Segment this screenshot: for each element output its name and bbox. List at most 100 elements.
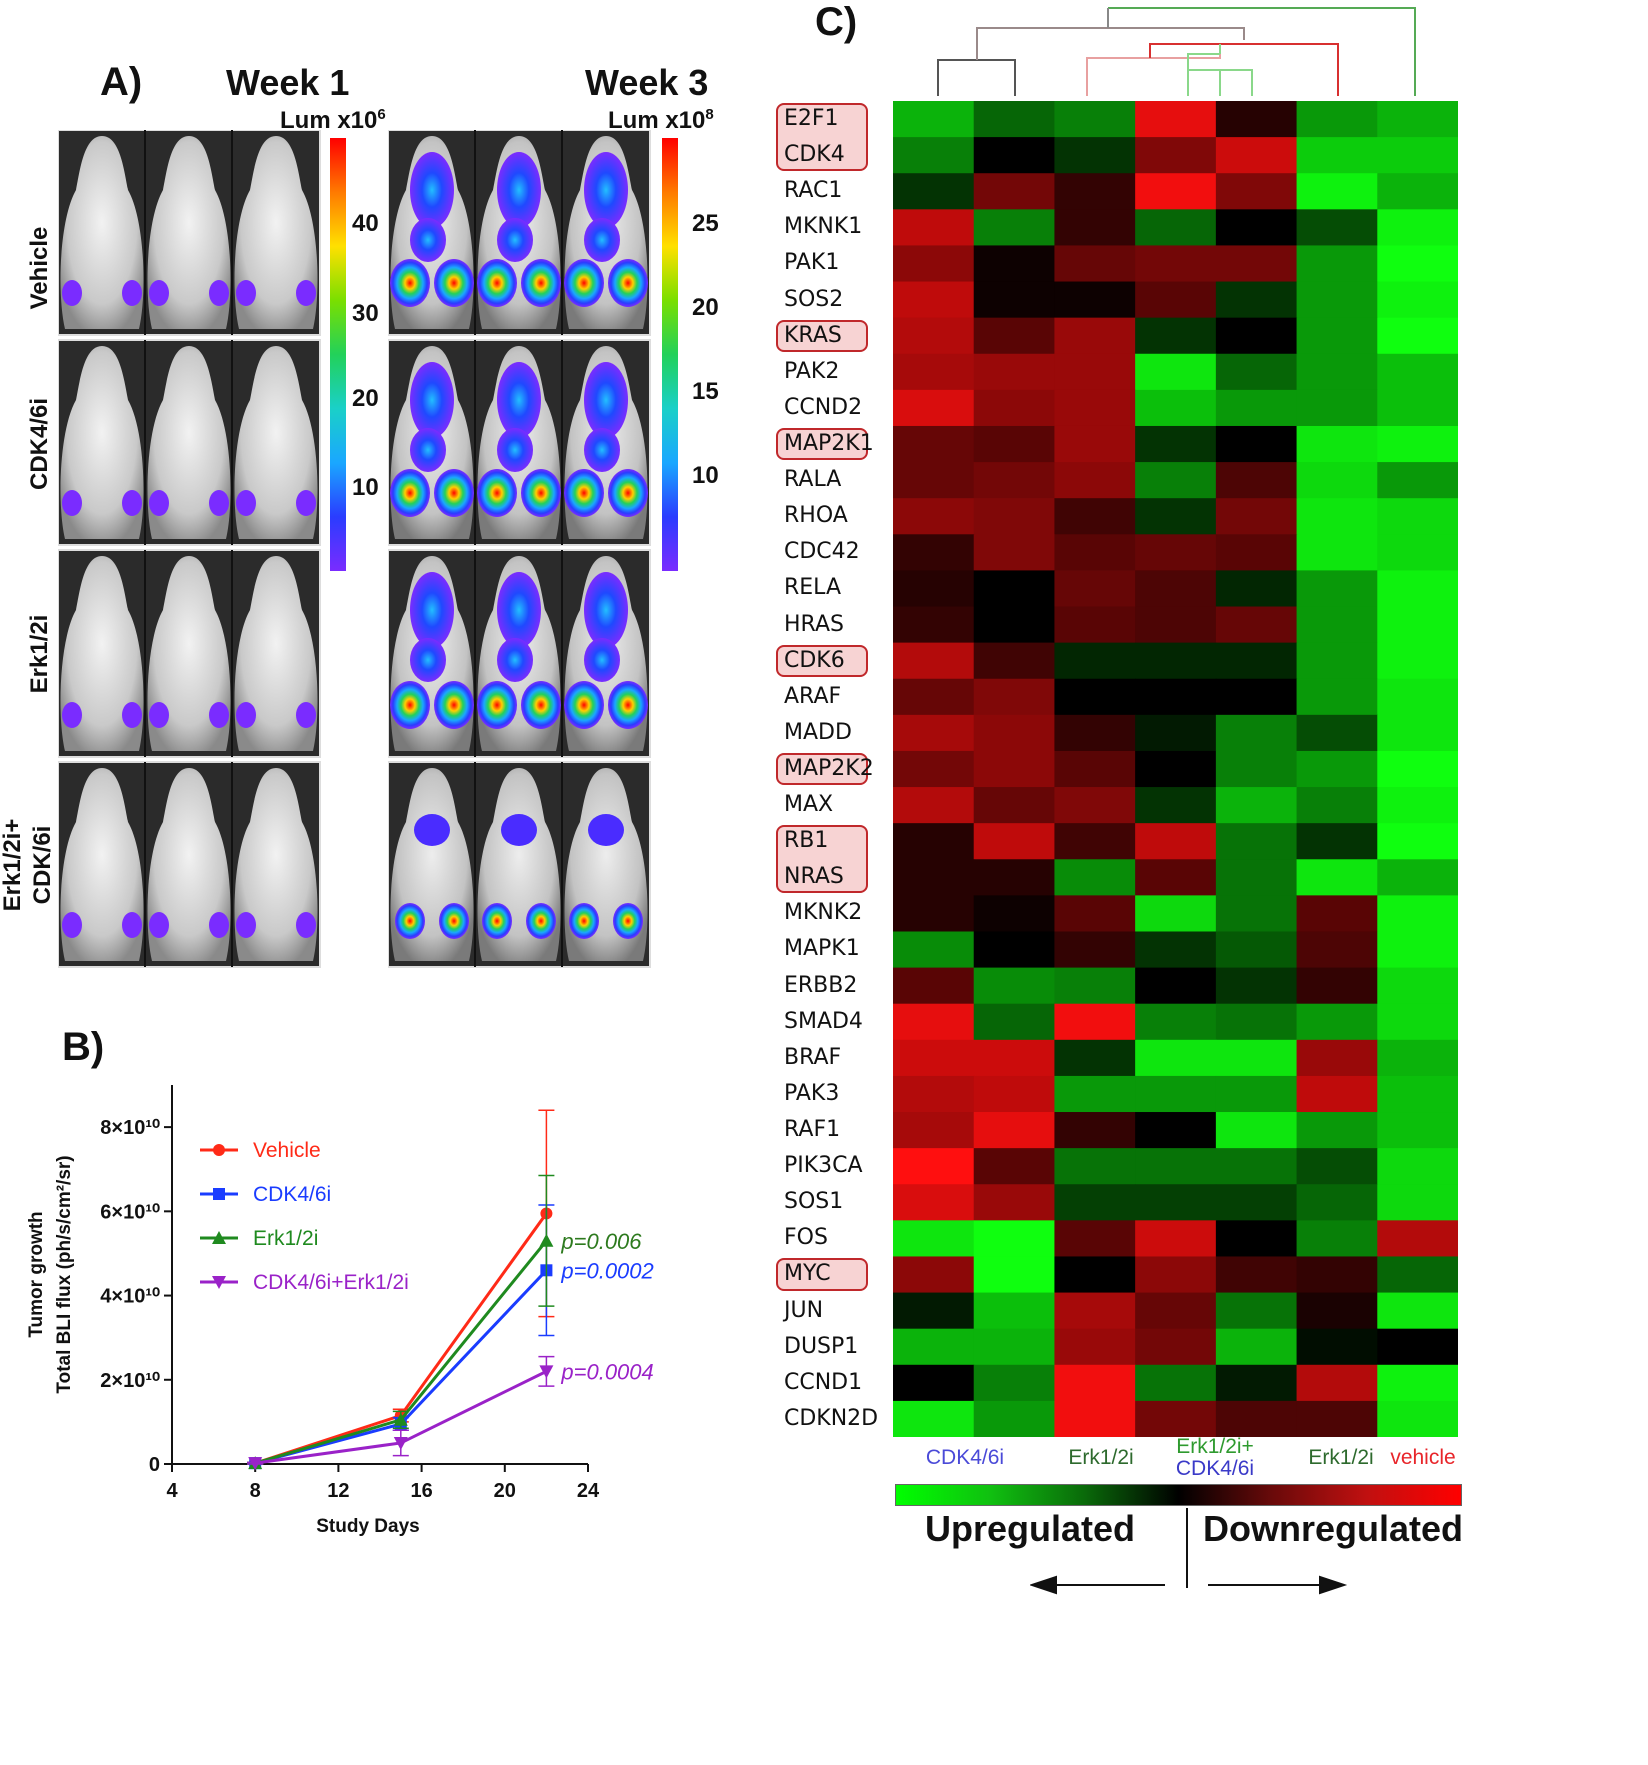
x-tick-label: 12 bbox=[327, 1480, 349, 1502]
heatmap-cell bbox=[1215, 606, 1298, 644]
heatmap-cell bbox=[1377, 1075, 1458, 1113]
heatmap-cell bbox=[1215, 1256, 1298, 1294]
heatmap-cell bbox=[893, 245, 975, 283]
panel-a-letter: A) bbox=[100, 60, 143, 104]
gene-label: JUN bbox=[784, 1297, 824, 1323]
heatmap-cell bbox=[1377, 642, 1458, 680]
heatmap-cell bbox=[973, 570, 1056, 608]
panel-b-letter: B) bbox=[62, 1025, 105, 1069]
highlighted-gene-box bbox=[776, 752, 868, 786]
heatmap-cell bbox=[893, 317, 975, 355]
y-tick-label: 6×10¹⁰ bbox=[100, 1201, 160, 1223]
col-label-combo: Erk1/2i+ CDK4/6i bbox=[1155, 1436, 1275, 1480]
legend-label: Erk1/2i bbox=[253, 1227, 318, 1250]
heatmap-cell bbox=[893, 534, 975, 572]
heatmap-cell bbox=[973, 678, 1056, 716]
heatmap-cell bbox=[1054, 967, 1136, 1005]
heatmap-cell bbox=[1296, 750, 1378, 788]
heatmap-cell bbox=[893, 859, 975, 896]
heatmap-cell bbox=[1215, 1184, 1298, 1221]
heatmap-cell bbox=[1135, 317, 1217, 355]
heatmap-cell bbox=[1215, 678, 1298, 716]
heatmap-cell bbox=[1135, 823, 1217, 860]
row-label-combo: Erk1/2i+ CDK/6i bbox=[0, 785, 58, 945]
heatmap-cell bbox=[1296, 1112, 1378, 1149]
gene-label: CDK6 bbox=[784, 647, 845, 673]
heatmap-cell bbox=[1215, 317, 1298, 355]
heatmap-cell bbox=[1296, 642, 1378, 680]
heatmap-cell bbox=[973, 1328, 1056, 1366]
y-tick-label: 8×10¹⁰ bbox=[100, 1117, 160, 1139]
heatmap-cell bbox=[1377, 859, 1458, 896]
heatmap-cell bbox=[1377, 317, 1458, 355]
heatmap-cell bbox=[1135, 1039, 1217, 1077]
data-point bbox=[539, 1233, 554, 1247]
heatmap-cell bbox=[1054, 1364, 1136, 1402]
heatmap-cell bbox=[973, 1003, 1056, 1041]
heatmap-cell bbox=[1215, 714, 1298, 752]
heatmap-cell bbox=[1296, 534, 1378, 572]
highlighted-gene-box bbox=[776, 103, 868, 172]
heatmap-cell bbox=[1296, 462, 1378, 499]
week1-row-3 bbox=[58, 549, 321, 758]
col-label-cdk46i: CDK4/6i bbox=[925, 1446, 1005, 1469]
legend-label: CDK4/6i bbox=[253, 1183, 331, 1206]
gene-label: PAK2 bbox=[784, 358, 840, 384]
heatmap-cell bbox=[1135, 353, 1217, 391]
heatmap-cell bbox=[973, 967, 1056, 1005]
week3-color-scale bbox=[662, 138, 678, 571]
gene-label: RAC1 bbox=[784, 178, 843, 204]
heatmap-cell bbox=[893, 1292, 975, 1330]
heatmap-cell bbox=[1054, 931, 1136, 969]
heatmap-cell bbox=[1377, 1256, 1458, 1294]
heatmap-cell bbox=[1135, 1184, 1217, 1221]
heatmap-cell bbox=[1135, 173, 1217, 210]
heatmap-cell bbox=[1054, 101, 1136, 138]
heatmap-cell bbox=[973, 1184, 1056, 1221]
heatmap-cell bbox=[1135, 245, 1217, 283]
gene-label: E2F1 bbox=[784, 106, 839, 131]
heatmap-cell bbox=[1215, 1003, 1298, 1041]
heatmap-cell bbox=[1377, 1220, 1458, 1258]
x-tick-label: 4 bbox=[166, 1480, 178, 1502]
heatmap-cell bbox=[973, 137, 1056, 174]
scale3-tick-25: 25 bbox=[692, 210, 719, 237]
heatmap-cell bbox=[893, 1039, 975, 1077]
heatmap-cell bbox=[973, 859, 1056, 896]
heatmap-cell bbox=[1296, 281, 1378, 319]
heatmap-cell bbox=[973, 173, 1056, 210]
p-value-annotation: p=0.0002 bbox=[560, 1258, 653, 1283]
heatmap-cell bbox=[1296, 1256, 1378, 1294]
heatmap-cell bbox=[893, 606, 975, 644]
heatmap-cell bbox=[1054, 714, 1136, 752]
legend-entry: CDK4/6i bbox=[200, 1183, 331, 1206]
heatmap-cell bbox=[1377, 462, 1458, 499]
x-tick-label: 8 bbox=[250, 1480, 261, 1502]
col-label-erk12i-1: Erk1/2i bbox=[1068, 1446, 1134, 1469]
heatmap-cell bbox=[1296, 101, 1378, 138]
p-value-annotation: p=0.0004 bbox=[560, 1359, 653, 1384]
heatmap-cell bbox=[973, 389, 1056, 427]
heatmap-cell bbox=[1054, 1003, 1136, 1041]
week1-imaging-grid bbox=[58, 130, 321, 968]
heatmap-cell bbox=[1215, 1220, 1298, 1258]
series-Erk1/2i bbox=[247, 1174, 555, 1470]
gene-label: ERBB2 bbox=[784, 972, 858, 998]
heatmap-cell bbox=[973, 317, 1056, 355]
heatmap-cell bbox=[1377, 1003, 1458, 1041]
heatmap-cell bbox=[973, 1112, 1056, 1149]
heatmap-cell bbox=[1377, 1328, 1458, 1366]
gene-label: ARAF bbox=[784, 683, 842, 709]
heatmap-cell bbox=[893, 209, 975, 247]
heatmap-cell bbox=[1215, 787, 1298, 824]
heatmap-cell bbox=[1215, 281, 1298, 319]
heatmap-cell bbox=[1135, 101, 1217, 138]
gene-label: CCND2 bbox=[784, 394, 863, 420]
heatmap-cell bbox=[893, 931, 975, 969]
heatmap-cell bbox=[1215, 498, 1298, 535]
gene-label: DUSP1 bbox=[784, 1333, 859, 1359]
heatmap-cell bbox=[1215, 1039, 1298, 1077]
heatmap-cell bbox=[893, 1003, 975, 1041]
heatmap-cell bbox=[1054, 1039, 1136, 1077]
series-CDK4/6i+Erk1/2i bbox=[247, 1355, 555, 1471]
